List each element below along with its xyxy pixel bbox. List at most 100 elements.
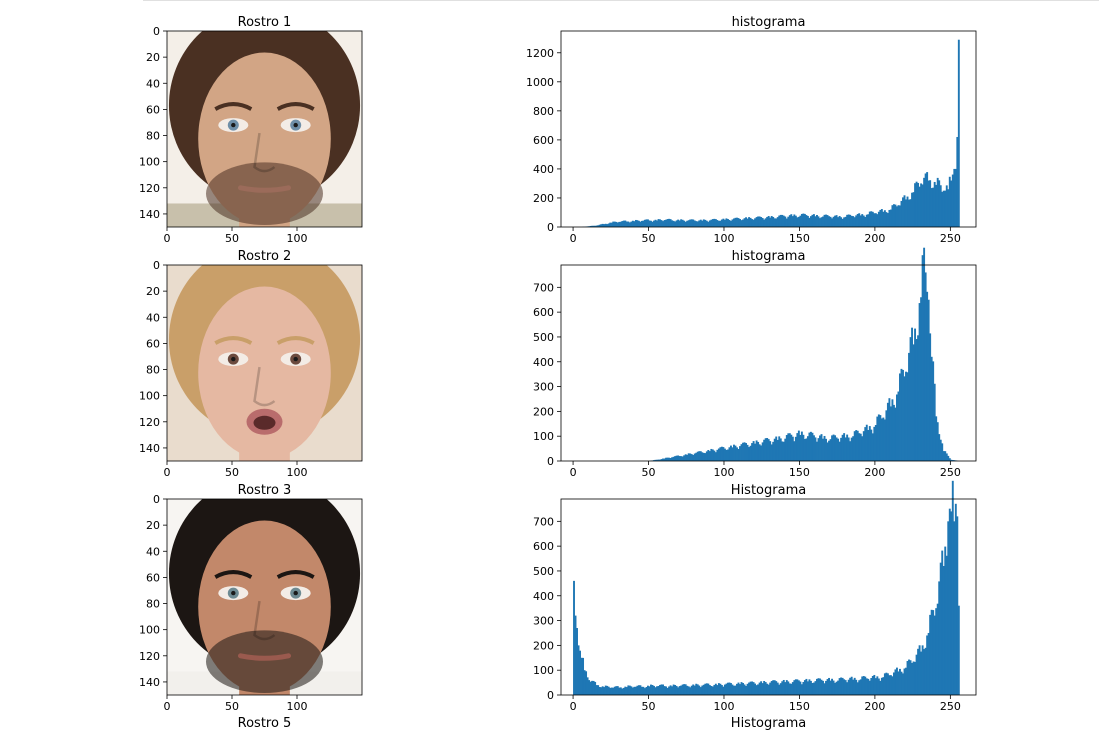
histogram-bar: [908, 352, 910, 461]
histogram-bar: [883, 673, 886, 695]
histogram-bar: [763, 680, 766, 695]
face-title: Rostro 3: [238, 483, 292, 498]
histogram-bar: [799, 434, 802, 461]
histogram-bar: [707, 221, 710, 227]
histogram-bar: [695, 452, 698, 461]
y-tick-label: 80: [146, 598, 160, 611]
histogram-bar: [701, 452, 704, 461]
y-tick-label: 100: [139, 156, 160, 169]
histogram-bar: [885, 672, 888, 695]
histogram-bar: [862, 215, 865, 227]
histogram-bar: [876, 676, 879, 695]
face-eyebrow: [276, 102, 315, 111]
histogram-bar: [951, 174, 954, 227]
face-pupil: [293, 590, 298, 596]
histogram-bar: [797, 216, 800, 227]
histogram-bar: [924, 272, 927, 461]
histogram-bar: [708, 220, 711, 227]
histogram-bar: [713, 450, 716, 461]
x-tick-label: 0: [164, 232, 171, 245]
face-panel-2: Rostro 2 0 50 100 0 20 40 60 80 100 120 140: [139, 249, 363, 479]
histogram-bars: [573, 480, 960, 695]
histogram-bar: [748, 447, 751, 461]
histogram-bar: [683, 220, 686, 227]
histogram-bar: [918, 186, 921, 227]
histogram-bar: [844, 437, 847, 461]
histogram-bar: [820, 217, 823, 227]
histogram-bar: [889, 406, 892, 461]
face-panel-3: Rostro 3 0 50 100 0 20 40 60 80 100 120 140: [139, 483, 363, 713]
histogram-bar: [639, 685, 642, 695]
histogram-bar: [631, 687, 634, 695]
histogram-bar: [666, 219, 669, 227]
histogram-bar: [877, 678, 880, 695]
histogram-bar: [782, 215, 785, 227]
histogram-bar: [944, 546, 947, 695]
histogram-bar: [775, 436, 778, 461]
face-beard: [206, 162, 323, 226]
y-tick-label: 1000: [526, 76, 554, 89]
histogram-bar: [930, 609, 933, 695]
histogram-bar: [743, 684, 746, 695]
histogram-bar: [892, 404, 895, 461]
histogram-bar: [808, 217, 811, 227]
x-tick-label: 100: [713, 700, 734, 713]
histogram-bar: [770, 216, 773, 227]
histogram-bar: [781, 214, 784, 227]
histogram-bar: [769, 217, 772, 227]
histogram-bar: [625, 221, 628, 227]
histogram-bar: [784, 682, 787, 695]
histogram-bar: [888, 398, 891, 461]
face-mouth: [238, 185, 291, 193]
x-tick-label: 0: [164, 700, 171, 713]
y-tick-label: 100: [139, 624, 160, 637]
histogram-bar: [663, 458, 666, 461]
histogram-bar: [692, 684, 695, 695]
histogram-bar: [743, 442, 746, 461]
face-image: [167, 499, 362, 695]
histogram-bar: [592, 225, 595, 227]
histogram-bar: [763, 219, 766, 227]
histogram-bar: [933, 383, 936, 461]
histogram-bar: [637, 685, 640, 695]
y-tick-label: 400: [533, 163, 554, 176]
x-tick-label: 0: [570, 466, 577, 479]
histogram-bar: [835, 681, 838, 695]
histogram-bar: [722, 218, 725, 227]
face-panel-1: Rostro 1 0 50 100 0 20 40 60 80 100 120 140: [139, 15, 363, 245]
histogram-bar: [752, 682, 755, 695]
histogram-bar: [693, 453, 696, 461]
histogram-bar: [938, 180, 941, 227]
histogram-bar: [837, 438, 840, 461]
histogram-bar: [704, 683, 707, 695]
histogram-bar: [680, 685, 683, 695]
histogram-bar: [888, 209, 891, 227]
histogram-bar: [660, 220, 663, 227]
y-tick-label: 0: [547, 689, 554, 702]
histogram-bar: [778, 684, 781, 695]
histogram-bar: [621, 688, 624, 695]
y-tick-label: 120: [139, 416, 160, 429]
histogram-bar: [669, 219, 672, 227]
histogram-bar: [588, 680, 591, 695]
histogram-bar: [758, 216, 761, 227]
histogram-bar: [751, 681, 754, 695]
histogram-bar: [675, 685, 678, 695]
histogram-bar: [879, 415, 882, 461]
histogram-bar: [642, 686, 645, 695]
histogram-bar: [800, 213, 803, 227]
histogram-bar: [773, 438, 776, 461]
histogram-bar: [823, 435, 826, 461]
histogram-bar: [665, 219, 668, 227]
histogram-bar: [758, 444, 761, 461]
x-tick-label: 250: [940, 232, 961, 245]
histogram-bar: [873, 674, 876, 695]
histogram-bar: [755, 217, 758, 227]
histogram-bar: [725, 218, 728, 227]
histogram-bar: [800, 684, 803, 695]
histogram-bar: [785, 680, 788, 695]
histogram-bar: [678, 220, 681, 227]
histogram-bar: [905, 667, 907, 695]
histogram-bar: [653, 685, 655, 695]
histogram-bar: [948, 176, 951, 227]
